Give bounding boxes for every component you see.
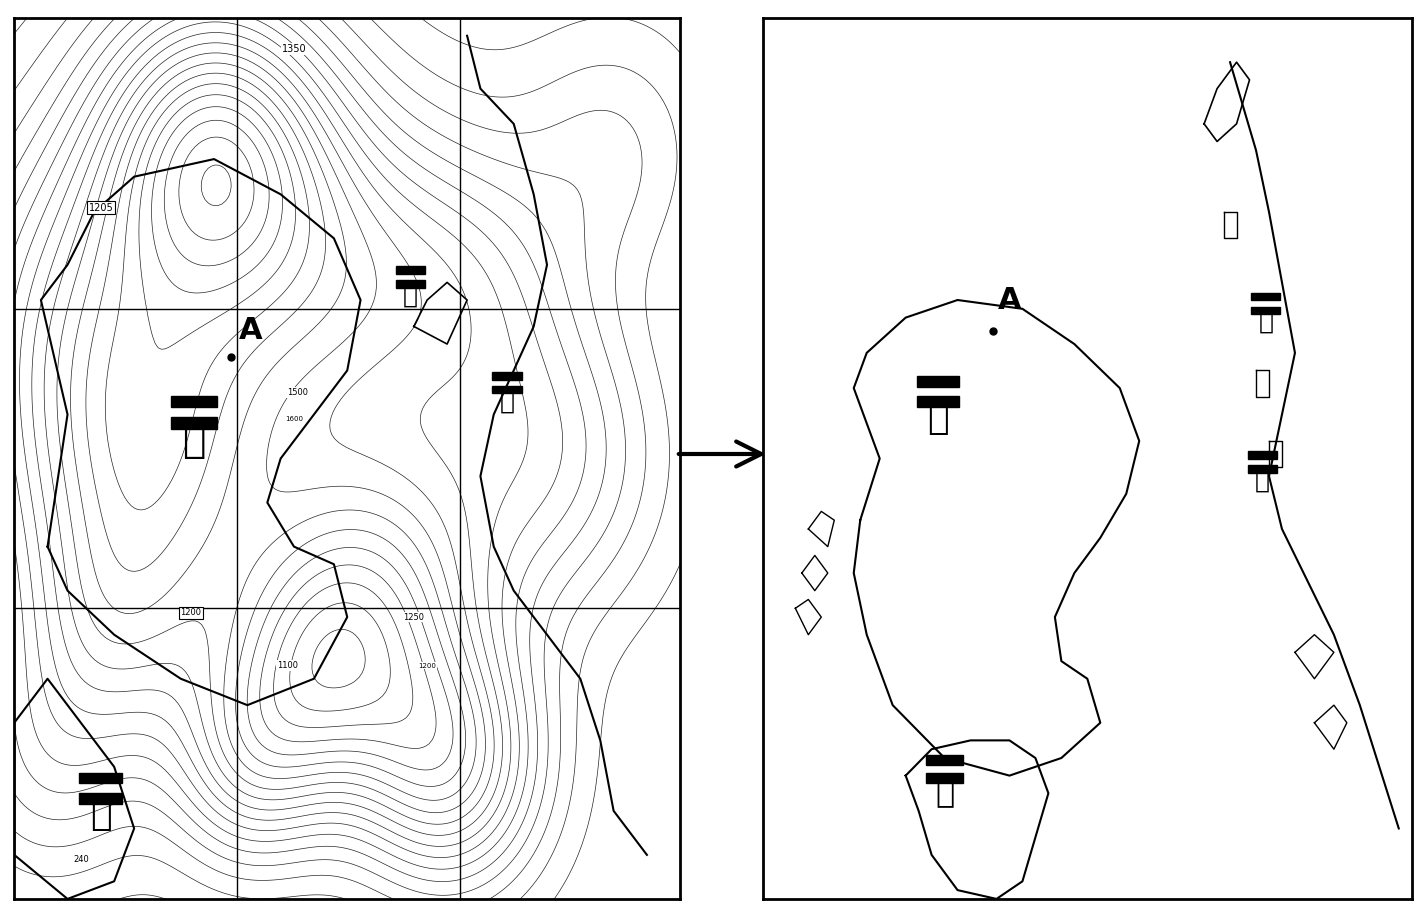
Text: 1350: 1350 — [282, 44, 307, 54]
Bar — [917, 376, 960, 387]
Text: 云: 云 — [404, 283, 418, 308]
Bar — [80, 793, 123, 804]
Text: 云: 云 — [183, 422, 205, 460]
Bar — [917, 396, 960, 407]
Text: 云: 云 — [499, 390, 515, 413]
Bar — [925, 755, 964, 765]
Bar — [925, 773, 964, 783]
Text: 1100: 1100 — [277, 661, 298, 670]
Text: 云: 云 — [927, 402, 948, 436]
Bar — [1252, 307, 1281, 314]
Bar — [1248, 465, 1276, 472]
Text: A: A — [240, 316, 262, 345]
Text: 1600: 1600 — [285, 416, 302, 422]
Text: 1200: 1200 — [180, 608, 201, 617]
Text: 1250: 1250 — [404, 613, 425, 622]
Text: 云: 云 — [1258, 310, 1273, 334]
Bar — [492, 386, 522, 393]
Bar — [396, 281, 425, 288]
Text: 1205: 1205 — [88, 202, 113, 212]
Bar — [1248, 451, 1276, 459]
Bar — [171, 417, 217, 429]
Text: 云: 云 — [1255, 469, 1271, 492]
Bar — [492, 372, 522, 380]
Text: 1200: 1200 — [418, 663, 436, 668]
Text: 1500: 1500 — [287, 388, 308, 397]
Bar — [396, 266, 425, 274]
Bar — [80, 773, 123, 784]
Text: 240: 240 — [73, 854, 88, 864]
Text: A: A — [998, 285, 1021, 314]
Bar — [171, 396, 217, 408]
Text: 云: 云 — [935, 778, 954, 809]
Bar — [1252, 292, 1281, 301]
Text: 云: 云 — [90, 798, 111, 833]
